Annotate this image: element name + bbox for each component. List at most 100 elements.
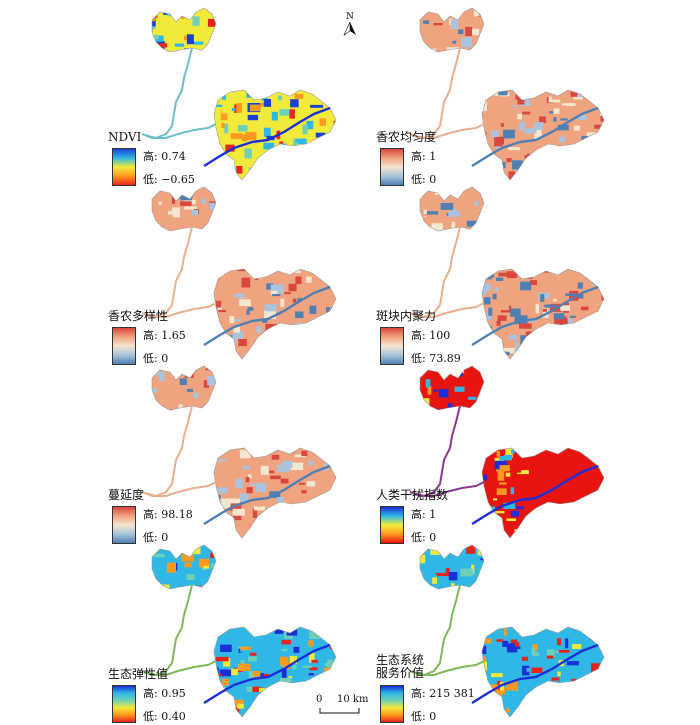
panel-title: 蔓延度 xyxy=(108,489,144,502)
river xyxy=(471,643,599,705)
region-outline xyxy=(213,447,337,539)
legend-low-label: 低: 0.40 xyxy=(143,710,186,723)
legend-high-label: 高: 0.74 xyxy=(143,150,186,163)
panel-title-line: 斑块内聚力 xyxy=(376,309,437,323)
map-panel-ndvi: NDVI 高: 0.74 低: −0.65 xyxy=(108,4,338,186)
legend-high-label: 高: 1 xyxy=(411,508,437,521)
legend-low-label: 低: −0.65 xyxy=(143,173,195,186)
scale-zero-label: 0 xyxy=(316,694,323,705)
panel-title: 斑块内聚力 xyxy=(376,310,436,323)
legend-color-ramp xyxy=(112,327,136,365)
panel-title-line: 生态弹性值 xyxy=(108,667,169,681)
legend-high-label: 高: 1 xyxy=(411,150,437,163)
color-legend: 高: 0.95 低: 0.40 xyxy=(112,685,202,725)
legend-color-ramp xyxy=(380,685,404,723)
region-outline xyxy=(151,7,217,53)
panel-title-line: 生态系统 xyxy=(376,653,425,667)
river xyxy=(203,464,331,526)
legend-high-label: 高: 98.18 xyxy=(143,508,193,521)
color-legend: 高: 98.18 低: 0 xyxy=(112,506,202,546)
river-corridor xyxy=(409,405,485,498)
panel-title: 生态弹性值 xyxy=(108,668,168,681)
legend-high-label: 高: 0.95 xyxy=(143,687,186,700)
panel-title-line: 人类干扰指数 xyxy=(376,488,449,502)
legend-color-ramp xyxy=(112,685,136,723)
legend-color-ramp xyxy=(112,148,136,186)
scale-bar: 0 10 km xyxy=(316,694,379,718)
color-legend: 高: 215 381 低: 0 xyxy=(380,685,475,725)
panel-title-line: 服务价值 xyxy=(376,666,425,680)
color-legend: 高: 1 低: 0 xyxy=(380,148,470,188)
raster-map xyxy=(409,544,605,718)
region-outline xyxy=(151,544,217,590)
river-corridor xyxy=(141,405,217,498)
map-panel-contagion: 蔓延度高: 98.18 低: 0 xyxy=(108,362,338,544)
panel-title-line: 香农均匀度 xyxy=(376,130,437,144)
river xyxy=(471,285,599,347)
raster-map xyxy=(141,186,337,360)
river xyxy=(203,106,331,168)
region-outline xyxy=(481,268,605,360)
legend-color-ramp xyxy=(380,148,404,186)
legend-low-label: 低: 0 xyxy=(411,531,437,544)
river xyxy=(471,106,599,168)
raster-map xyxy=(409,186,605,360)
legend-low-label: 低: 0 xyxy=(411,173,437,186)
river-corridor xyxy=(409,226,485,319)
region-outline xyxy=(419,186,485,232)
river-corridor xyxy=(409,584,485,677)
raster-map xyxy=(141,7,337,181)
region-outline xyxy=(481,447,605,539)
color-legend: 高: 1 低: 0 xyxy=(380,506,470,546)
panel-title-line: NDVI xyxy=(108,130,142,144)
raster-map xyxy=(141,544,337,718)
legend-low-label: 低: 0 xyxy=(411,710,437,723)
scale-bar-graphic xyxy=(319,708,360,714)
color-legend: 高: 0.74 低: −0.65 xyxy=(112,148,202,188)
legend-high-label: 高: 215 381 xyxy=(411,687,475,700)
panel-title: NDVI xyxy=(108,131,141,144)
raster-map xyxy=(409,365,605,539)
region-outline xyxy=(481,626,605,718)
north-arrow: N xyxy=(343,12,357,38)
scale-distance-label: 10 km xyxy=(337,694,369,705)
panel-title: 香农均匀度 xyxy=(376,131,436,144)
raster-map xyxy=(409,7,605,181)
legend-low-label: 低: 0 xyxy=(143,352,169,365)
color-legend: 高: 1.65 低: 0 xyxy=(112,327,202,367)
river xyxy=(203,285,331,347)
river-corridor xyxy=(141,47,217,140)
north-arrow-icon xyxy=(343,22,356,36)
legend-low-label: 低: 0 xyxy=(143,531,169,544)
river xyxy=(203,643,331,705)
region-outline xyxy=(213,268,337,360)
river xyxy=(471,464,599,526)
map-panel-patch-cohesion: 斑块内聚力高: 100 低: 73.89 xyxy=(376,183,606,365)
legend-low-label: 低: 73.89 xyxy=(411,352,461,365)
panel-title: 人类干扰指数 xyxy=(376,489,448,502)
panel-title: 香农多样性 xyxy=(108,310,168,323)
legend-high-label: 高: 100 xyxy=(411,329,451,342)
region-outline xyxy=(419,365,485,411)
panel-title-line: 蔓延度 xyxy=(108,488,145,502)
map-panel-ecosystem-service-value: 生态系统 服务价值高: 215 381 低: 0 xyxy=(376,541,606,723)
river-corridor xyxy=(141,584,217,677)
raster-map xyxy=(141,365,337,539)
panel-title-line: 香农多样性 xyxy=(108,309,169,323)
map-panel-shannon-evenness: 香农均匀度高: 1 低: 0 xyxy=(376,4,606,186)
region-outline xyxy=(151,186,217,232)
region-outline xyxy=(481,89,605,181)
river-corridor xyxy=(409,47,485,140)
legend-color-ramp xyxy=(112,506,136,544)
panel-title: 生态系统 服务价值 xyxy=(376,654,424,680)
color-legend: 高: 100 低: 73.89 xyxy=(380,327,470,367)
map-panel-shannon-diversity: 香农多样性高: 1.65 低: 0 xyxy=(108,183,338,365)
legend-color-ramp xyxy=(380,506,404,544)
region-outline xyxy=(213,89,337,181)
legend-high-label: 高: 1.65 xyxy=(143,329,186,342)
north-label: N xyxy=(346,12,354,22)
region-outline xyxy=(151,365,217,411)
region-outline xyxy=(213,626,337,718)
map-panel-human-disturbance: 人类干扰指数高: 1 低: 0 xyxy=(376,362,606,544)
river-corridor xyxy=(141,226,217,319)
